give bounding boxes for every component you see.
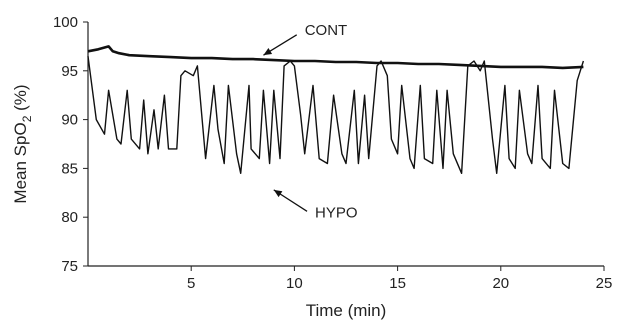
series-line-cont xyxy=(87,45,584,70)
series-line-hypo xyxy=(87,56,585,174)
y-tick-label: 80 xyxy=(61,209,78,226)
axes: 75 80 85 90 95 100 5 10 15 20 25 xyxy=(53,14,612,292)
annotation-arrow-head xyxy=(263,48,273,56)
y-tick-label: 75 xyxy=(61,258,78,275)
annotation-label: CONT xyxy=(305,22,348,39)
series-group xyxy=(87,45,585,174)
y-axis-title-main: Mean SpO xyxy=(11,122,30,203)
y-tick-label: 90 xyxy=(61,112,78,129)
y-axis-title-subscript: 2 xyxy=(20,115,34,122)
x-tick-label: 5 xyxy=(187,275,195,292)
annotation-label: HYPO xyxy=(315,204,358,221)
x-tick-label: 25 xyxy=(596,275,613,292)
x-axis-title: Time (min) xyxy=(306,301,387,320)
x-tick-label: 15 xyxy=(389,275,406,292)
y-axis-title: Mean SpO2 (%) xyxy=(11,84,34,203)
annotation-arrow-head xyxy=(273,189,283,198)
y-tick-label: 95 xyxy=(61,63,78,80)
y-tick-label: 85 xyxy=(61,160,78,177)
annotations: CONT HYPO xyxy=(263,22,358,221)
y-tick-label: 100 xyxy=(53,14,78,31)
x-tick-label: 20 xyxy=(492,275,509,292)
x-tick-label: 10 xyxy=(286,275,303,292)
y-axis-title-unit: (%) xyxy=(11,84,30,115)
